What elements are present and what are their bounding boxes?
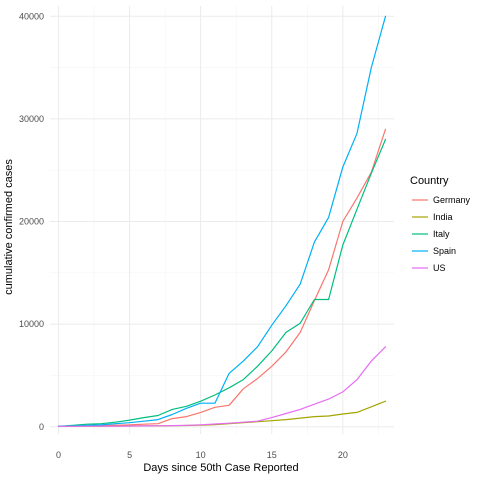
series-line-germany [57,128,387,427]
y-tick-label: 10000 [19,319,44,329]
x-tick-label: 10 [196,450,206,460]
major-grid [50,6,394,434]
legend: Country Germany India Italy Spain US [410,175,471,273]
x-tick-label: 15 [267,450,277,460]
y-axis-title: cumulative confirmed cases [3,159,15,295]
x-tick-label: 5 [127,450,132,460]
y-tick-label: 30000 [19,114,44,124]
series-line-spain [57,15,387,427]
minor-grid [50,6,394,434]
series-line-us [57,346,387,427]
series-line-italy [57,138,387,427]
x-axis-title: Days since 50th Case Reported [143,462,298,474]
legend-title: Country [410,175,449,187]
legend-label-us: US [433,263,446,273]
legend-items: Germany India Italy Spain US [412,195,471,273]
x-tick-label: 0 [56,450,61,460]
y-tick-label: 20000 [19,217,44,227]
legend-label-spain: Spain [433,246,456,256]
y-tick-label: 0 [39,422,44,432]
legend-label-germany: Germany [433,195,471,205]
x-axis-ticks: 0 5 10 15 20 [56,450,348,460]
y-axis-ticks: 0 10000 20000 30000 40000 [19,11,44,432]
legend-label-italy: Italy [433,229,450,239]
y-tick-label: 40000 [19,11,44,21]
legend-label-india: India [433,212,453,222]
x-tick-label: 20 [338,450,348,460]
series-lines [57,15,387,427]
